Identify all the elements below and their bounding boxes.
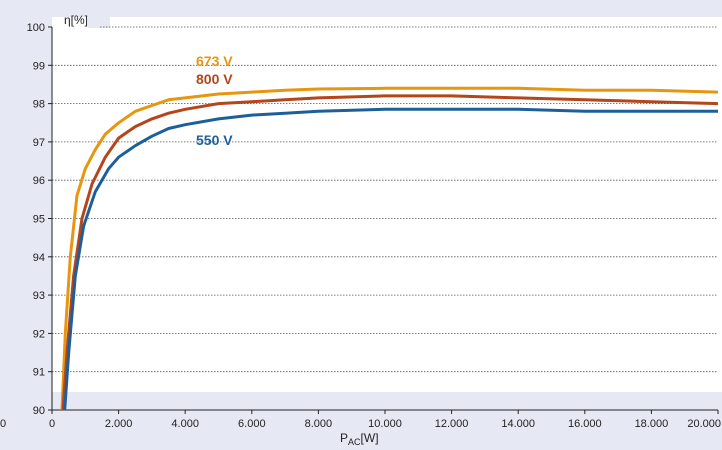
series-line [61, 94, 719, 411]
x-tick-label: 20.000 [687, 418, 721, 430]
series-line [63, 107, 718, 411]
x-tick-label: 2.000 [105, 418, 133, 430]
y-tick-label: 99 [33, 60, 45, 72]
y-tick-label: 90 [33, 405, 45, 417]
x-tick-label: 10.000 [368, 418, 402, 430]
y-tick-label: 92 [33, 328, 45, 340]
y-tick-label: 94 [33, 252, 45, 264]
x-tick-label: 12.000 [435, 418, 469, 430]
series-line [60, 86, 719, 411]
series-label: 673 V [196, 53, 233, 69]
series-lines [60, 86, 719, 411]
y-tick-label: 96 [33, 175, 45, 187]
x-tick-label: 8.000 [305, 418, 333, 430]
x-tick-label: 6.000 [238, 418, 266, 430]
x-tick-label: 14.000 [501, 418, 535, 430]
y-tick-label: 95 [33, 214, 45, 226]
ylabel-backdrop [88, 12, 110, 28]
y-axis-label: η[%] [64, 13, 88, 27]
y-tick-label: 98 [33, 99, 45, 111]
y-tick-label: 97 [33, 137, 45, 149]
x-tick-labels: 0 2.000 4.000 6.000 8.000 10.000 12.000 14.000 1… [49, 410, 721, 430]
y-tick-label: 93 [33, 290, 45, 302]
y-tick-label: 91 [33, 367, 45, 379]
y-tick-label: 100 [27, 22, 45, 34]
x-axis-label-unit: [W] [361, 431, 379, 445]
plot-area [52, 17, 722, 392]
x-axis-label: PAC[W] [340, 431, 379, 445]
x-axis-label-sub: AC [348, 437, 361, 445]
x-tick-label: 16.000 [568, 418, 602, 430]
x-tick-label: 0 [49, 418, 55, 430]
series-label: 800 V [196, 71, 233, 87]
grid-lines [52, 26, 718, 373]
x-tick-label: 4.000 [171, 418, 199, 430]
series-label: 550 V [196, 132, 233, 148]
y-tick-labels: 90 91 92 93 94 95 96 97 98 99 100 [27, 22, 52, 417]
series-labels: 673 V 800 V 550 V [196, 53, 233, 148]
x-axis-label-main: P [340, 431, 348, 445]
left-edge-label: 0 [0, 418, 6, 430]
x-tick-label: 18.000 [635, 418, 669, 430]
